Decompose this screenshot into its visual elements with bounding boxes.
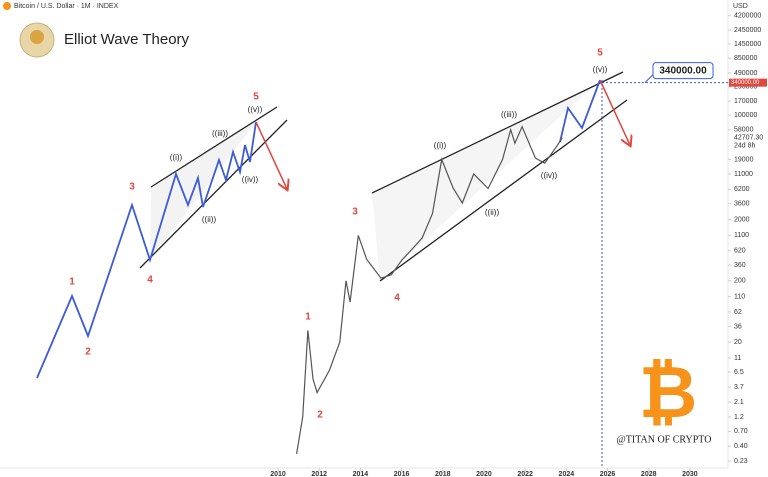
wave-label: 1 bbox=[305, 312, 311, 323]
y-tick-label: 11 bbox=[734, 355, 741, 362]
y-tick-label: 2.1 bbox=[734, 399, 744, 406]
wave-label: ((ii)) bbox=[202, 215, 217, 224]
y-tick-label: 1100 bbox=[734, 232, 749, 239]
target-label: 340000.00 bbox=[659, 65, 707, 76]
x-tick-label: 2010 bbox=[270, 471, 286, 477]
y-tick-label: 360 bbox=[734, 262, 746, 269]
y-tick-label: 490000 bbox=[734, 70, 757, 77]
wave-label: 2 bbox=[85, 347, 91, 358]
y-tick-label: 2000 bbox=[734, 216, 750, 223]
symbol-icon bbox=[3, 2, 11, 10]
down-arrow bbox=[255, 121, 287, 189]
last-price-label: 42707.30 bbox=[734, 135, 763, 142]
avatar-face bbox=[30, 30, 44, 44]
y-tick-label: 170000 bbox=[734, 98, 757, 105]
x-tick-label: 2026 bbox=[600, 471, 616, 477]
target-callout bbox=[652, 62, 714, 80]
channel-line bbox=[139, 119, 288, 269]
x-tick-label: 2022 bbox=[517, 471, 533, 477]
wave-label: 4 bbox=[394, 293, 400, 304]
wave-label: ((i)) bbox=[434, 141, 447, 150]
wave-label: 2 bbox=[317, 410, 323, 421]
x-tick-label: 2012 bbox=[311, 471, 327, 477]
y-tick-label: 3.7 bbox=[734, 384, 744, 391]
y-tick-label: 200 bbox=[734, 278, 746, 285]
channel-fill bbox=[150, 107, 277, 260]
y-tick-label: 0.40 bbox=[734, 443, 748, 450]
wave-label: 3 bbox=[352, 207, 358, 218]
watermark: @TITAN OF CRYPTO bbox=[617, 434, 712, 445]
y-tick-label: 6200 bbox=[734, 186, 750, 193]
wave-label: ((v)) bbox=[248, 105, 263, 114]
channel-line bbox=[371, 71, 624, 194]
channel-fill bbox=[372, 72, 623, 281]
x-tick-label: 2020 bbox=[476, 471, 492, 477]
wave-label: ((iii)) bbox=[501, 110, 517, 119]
countdown: 24d 8h bbox=[734, 143, 756, 150]
y-tick-label: 6.5 bbox=[734, 369, 744, 376]
wave-label: ((iv)) bbox=[242, 175, 259, 184]
y-tick-label: 1.2 bbox=[734, 414, 744, 421]
chart-subtitle: Elliot Wave Theory bbox=[64, 31, 190, 48]
down-arrow bbox=[599, 79, 630, 145]
wave-label: 5 bbox=[253, 92, 259, 103]
y-tick-label: 62 bbox=[734, 309, 742, 316]
y-tick-label: 58000 bbox=[734, 127, 754, 134]
x-tick-label: 2024 bbox=[559, 471, 575, 477]
wave-schematic bbox=[36, 121, 257, 379]
y-tick-label: 850000 bbox=[734, 55, 757, 62]
wave-label: 3 bbox=[129, 182, 135, 193]
wave-label: ((v)) bbox=[593, 65, 608, 74]
projection bbox=[559, 79, 601, 143]
channel-line bbox=[150, 106, 278, 188]
wave-label: ((iii)) bbox=[212, 129, 228, 138]
x-tick-label: 2016 bbox=[394, 471, 410, 477]
y-tick-label: 620 bbox=[734, 247, 746, 254]
channel-line bbox=[379, 99, 628, 282]
y-tick-label: 110 bbox=[734, 294, 745, 301]
wave-label: ((i)) bbox=[170, 153, 183, 162]
wave-label: ((ii)) bbox=[485, 208, 500, 217]
y-tick-label: 0.70 bbox=[734, 428, 748, 435]
y-tick-label: 4200000 bbox=[734, 13, 761, 20]
y-tick-label: 0.23 bbox=[734, 458, 748, 465]
target-tag bbox=[729, 78, 767, 87]
x-tick-label: 2014 bbox=[353, 471, 369, 477]
wave-label: 1 bbox=[69, 277, 75, 288]
target-pointer bbox=[644, 74, 654, 83]
wave-label: 4 bbox=[147, 275, 153, 286]
y-tick-label: 19000 bbox=[734, 156, 754, 163]
target-tag-label: 340000.00 bbox=[731, 80, 760, 86]
chart-title: Bitcoin / U.S. Dollar · 1M · INDEX bbox=[14, 3, 119, 10]
currency-label: USD bbox=[733, 3, 748, 10]
y-tick-label: 100000 bbox=[734, 112, 757, 119]
y-tick-label: 2450000 bbox=[734, 27, 761, 34]
wave-label: 5 bbox=[597, 48, 603, 59]
price-line bbox=[296, 125, 563, 454]
y-tick-label: 36 bbox=[734, 323, 742, 330]
y-tick-label: 1450000 bbox=[734, 41, 761, 48]
logo: ₿ bbox=[639, 353, 698, 433]
x-tick-label: 2030 bbox=[682, 471, 698, 477]
wave-label: ((iv)) bbox=[541, 171, 558, 180]
y-tick-label: 20 bbox=[734, 339, 742, 346]
y-tick-label: 11000 bbox=[734, 171, 753, 178]
y-tick-label: 3600 bbox=[734, 201, 750, 208]
y-tick-label: 290000 bbox=[734, 84, 757, 91]
x-tick-label: 2018 bbox=[435, 471, 451, 477]
x-tick-label: 2028 bbox=[641, 471, 657, 477]
